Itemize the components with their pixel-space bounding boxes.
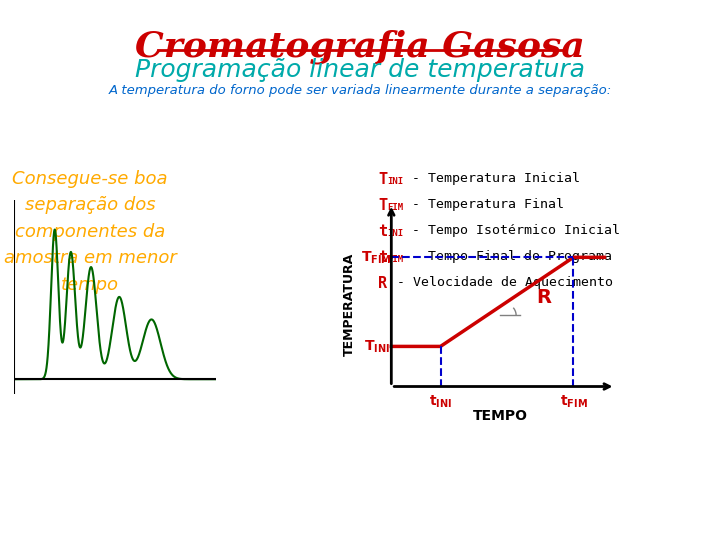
Text: $\mathbf{T_{INI}}$: $\mathbf{T_{INI}}$ bbox=[364, 338, 390, 355]
Text: $\mathbf{t_{INI}}$: $\mathbf{t_{INI}}$ bbox=[429, 393, 452, 409]
Text: INI: INI bbox=[387, 177, 403, 186]
Text: TEMPO: TEMPO bbox=[473, 409, 528, 423]
Text: FIM: FIM bbox=[387, 203, 403, 212]
Text: INI: INI bbox=[387, 229, 403, 238]
Text: $\mathbf{t_{FIM}}$: $\mathbf{t_{FIM}}$ bbox=[559, 393, 588, 409]
Text: A temperatura do forno pode ser variada linearmente durante a separação:: A temperatura do forno pode ser variada … bbox=[109, 84, 611, 97]
Text: - Temperatura Inicial: - Temperatura Inicial bbox=[404, 172, 580, 185]
Text: Programação linear de temperatura: Programação linear de temperatura bbox=[135, 58, 585, 82]
Text: Cromatografia Gasosa: Cromatografia Gasosa bbox=[135, 30, 585, 64]
Text: T: T bbox=[378, 198, 387, 213]
Text: R: R bbox=[536, 288, 551, 307]
Text: FIM: FIM bbox=[387, 255, 403, 264]
Text: - Tempo Isotérmico Inicial: - Tempo Isotérmico Inicial bbox=[404, 224, 620, 237]
Text: - Tempo Final do Programa: - Tempo Final do Programa bbox=[404, 250, 612, 263]
Text: R: R bbox=[378, 276, 387, 291]
Text: Consegue-se boa
separação dos
componentes da
amostra em menor
tempo: Consegue-se boa separação dos componente… bbox=[4, 170, 176, 294]
Text: t: t bbox=[378, 224, 387, 239]
Text: TEMPERATURA: TEMPERATURA bbox=[343, 253, 356, 356]
Text: - Temperatura Final: - Temperatura Final bbox=[404, 198, 564, 211]
Text: - Velocidade de Aquecimento: - Velocidade de Aquecimento bbox=[389, 276, 613, 289]
Text: t: t bbox=[378, 250, 387, 265]
Text: $\mathbf{T_{FIM}}$: $\mathbf{T_{FIM}}$ bbox=[361, 249, 392, 266]
Text: T: T bbox=[378, 172, 387, 187]
